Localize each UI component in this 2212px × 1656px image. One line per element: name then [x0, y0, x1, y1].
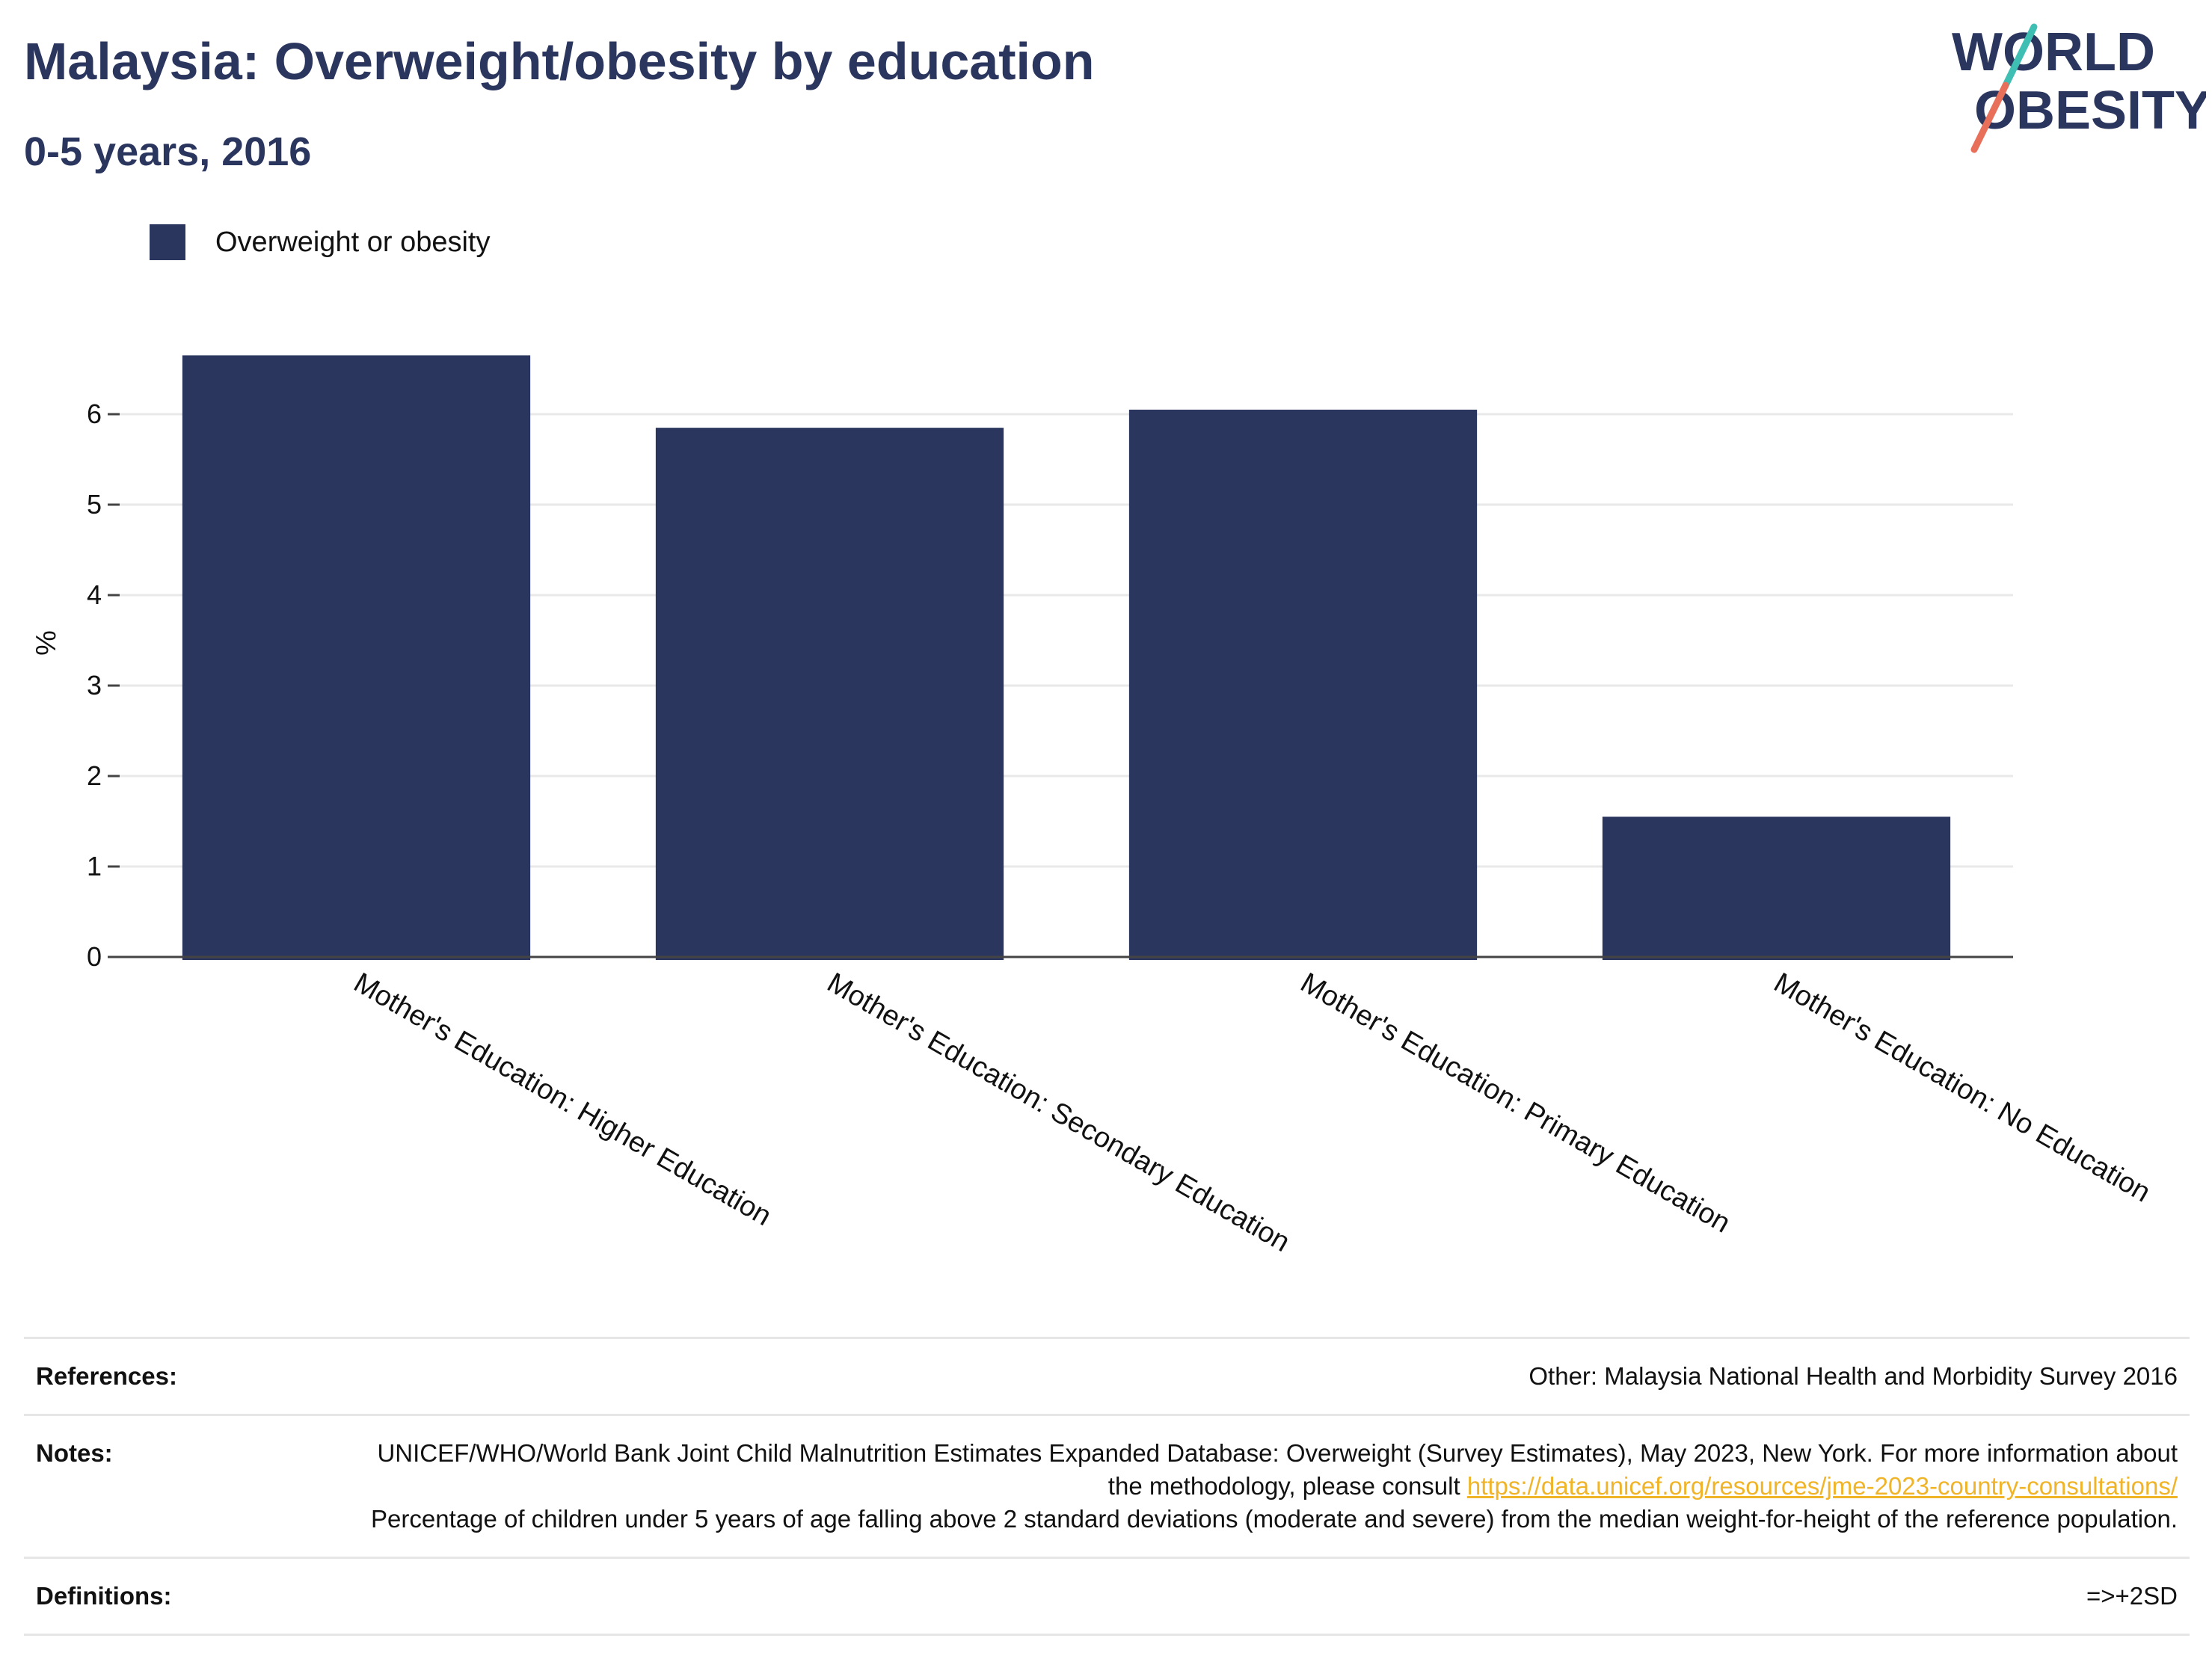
references-row: References: Other: Malaysia National Hea…: [24, 1337, 2190, 1414]
y-tick-label: 1: [87, 851, 102, 881]
notes-row: Notes: UNICEF/WHO/World Bank Joint Child…: [24, 1414, 2190, 1557]
y-tick-label: 4: [87, 579, 102, 610]
y-tick-label: 2: [87, 760, 102, 791]
bars: [182, 355, 1951, 961]
notes-value: UNICEF/WHO/World Bank Joint Child Malnut…: [350, 1437, 2178, 1536]
definitions-row: Definitions: =>+2SD: [24, 1557, 2190, 1636]
world-obesity-logo: WORLD OBESITY: [1952, 22, 2206, 153]
y-tick-label: 6: [87, 398, 102, 429]
x-tick-label: Mother's Education: Primary Education: [1295, 967, 1736, 1239]
chart-legend: Overweight or obesity: [150, 221, 491, 263]
references-label: References:: [36, 1362, 177, 1390]
x-tick-label: Mother's Education: No Education: [1769, 967, 2156, 1208]
page-subtitle: 0-5 years, 2016: [24, 129, 312, 174]
bar: [1602, 816, 1951, 960]
x-tick-label: Mother's Education: Secondary Education: [822, 967, 1295, 1258]
notes-text-1: UNICEF/WHO/World Bank Joint Child Malnut…: [377, 1439, 2178, 1500]
y-tick-label: 3: [87, 670, 102, 701]
references-value: Other: Malaysia National Health and Morb…: [1529, 1362, 2178, 1390]
x-tick-label: Mother's Education: Higher Education: [348, 967, 776, 1232]
bar: [1128, 409, 1478, 960]
logo-slash-coral: [1970, 81, 2009, 153]
bar-chart: 0 1 2 3 4 5 6% Mother's Education: Higher Educa…: [31, 355, 2156, 1258]
logo-line-1: WORLD: [1952, 22, 2155, 82]
notes-text-2: Percentage of children under 5 years of …: [371, 1505, 2178, 1533]
legend-label: Overweight or obesity: [215, 226, 491, 258]
logo-line-2: OBESITY: [1974, 81, 2206, 141]
notes-link[interactable]: https://data.unicef.org/resources/jme-20…: [1466, 1472, 2178, 1500]
legend-swatch: [150, 224, 185, 260]
y-tick-label: 5: [87, 489, 102, 520]
logo-slash-teal: [2002, 23, 2038, 89]
page-title: Malaysia: Overweight/obesity by educatio…: [24, 32, 1095, 90]
definitions-label: Definitions:: [36, 1582, 172, 1610]
y-tick-label: 0: [87, 941, 102, 972]
bar: [182, 355, 531, 961]
y-axis-label: %: [31, 630, 62, 656]
definitions-value: =>+2SD: [2086, 1582, 2178, 1610]
chart-footer: References: Other: Malaysia National Hea…: [24, 1337, 2190, 1636]
notes-label: Notes:: [36, 1439, 113, 1467]
bar: [655, 428, 1004, 960]
